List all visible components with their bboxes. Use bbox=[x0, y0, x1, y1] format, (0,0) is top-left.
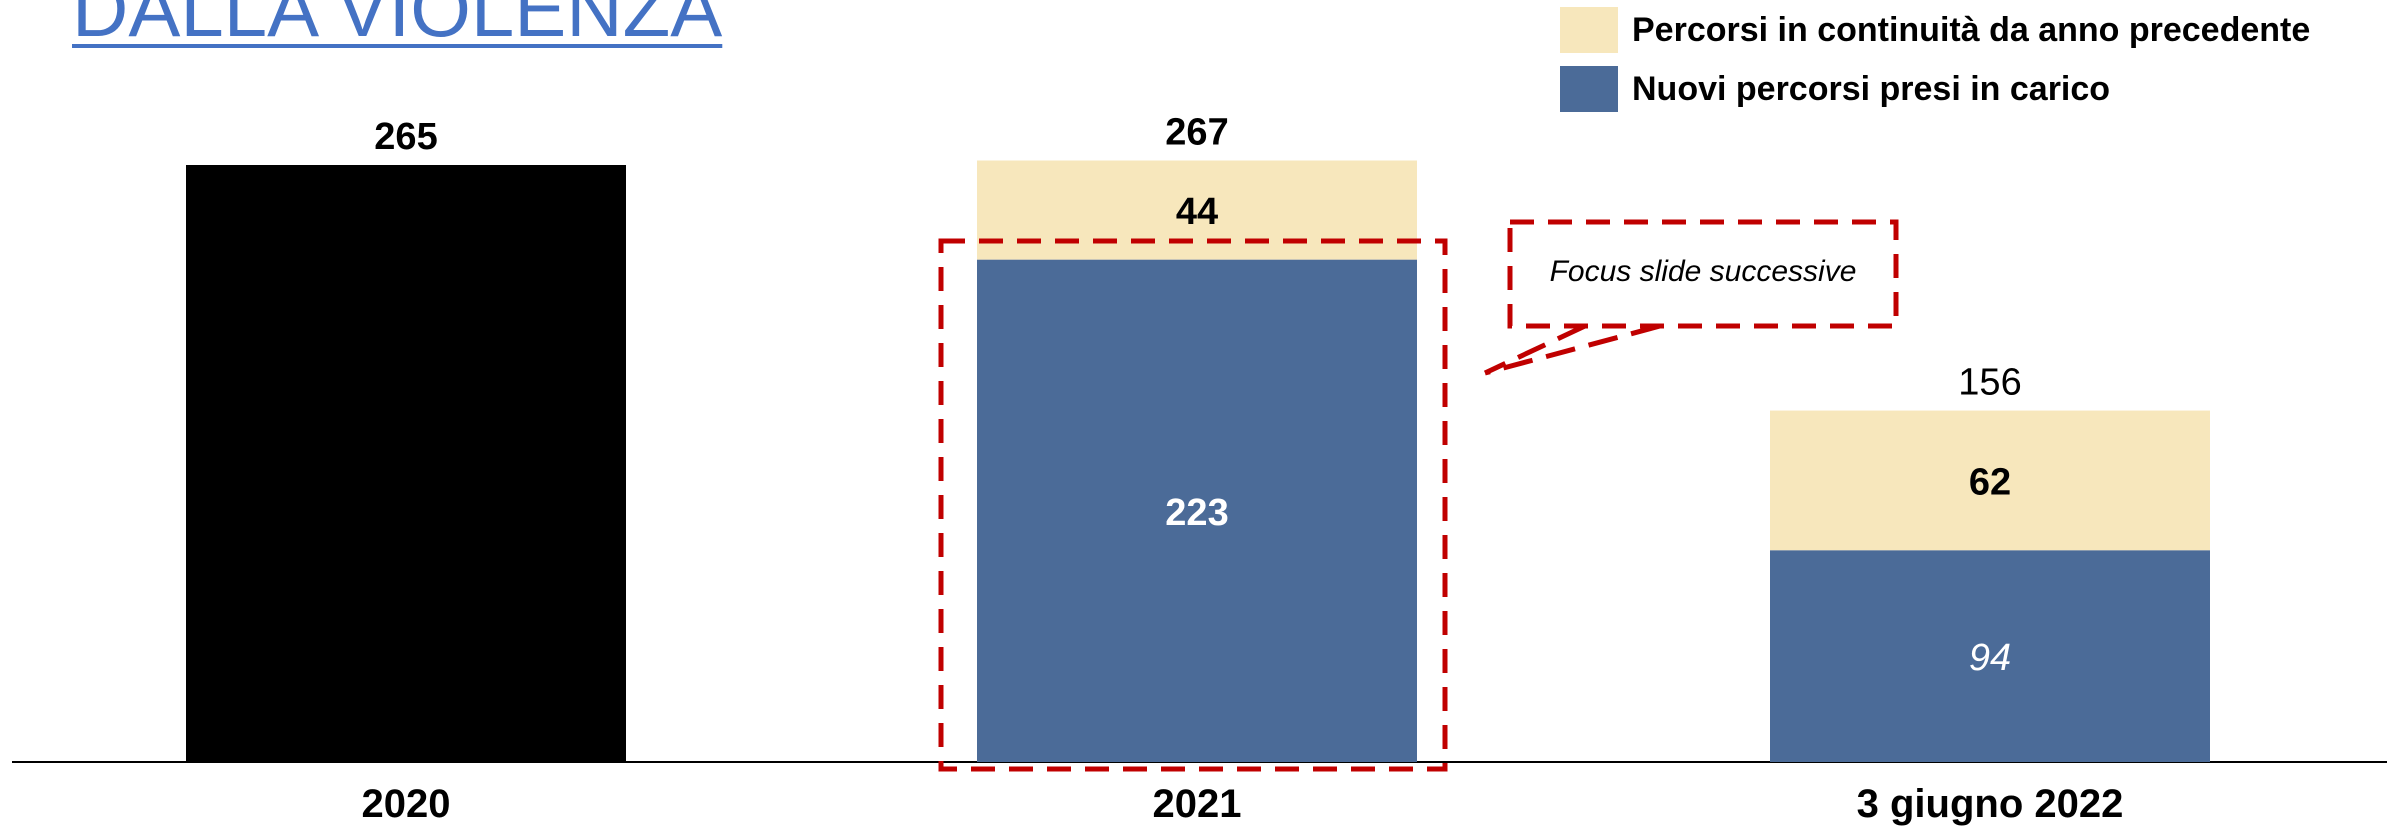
bar-0 bbox=[186, 165, 626, 762]
bar-segment-2-1 bbox=[1770, 410, 2210, 551]
total-label-2: 156 bbox=[1958, 362, 2021, 404]
legend-swatch-continuita bbox=[1560, 7, 1618, 53]
legend-item-nuovi: Nuovi percorsi presi in carico bbox=[1560, 66, 2110, 112]
segment-label-1-0: 223 bbox=[1165, 492, 1228, 534]
total-label-0: 265 bbox=[374, 116, 437, 158]
highlight-frame-2021 bbox=[938, 238, 1448, 772]
legend-label-continuita: Percorsi in continuità da anno precedent… bbox=[1632, 10, 2311, 49]
segment-label-2-1: 62 bbox=[1969, 461, 2011, 503]
legend-item-continuita: Percorsi in continuità da anno precedent… bbox=[1560, 7, 2310, 53]
category-label-1: 2021 bbox=[1153, 782, 1242, 826]
page-title: DALLA VIOLENZA bbox=[72, 0, 723, 53]
legend-label-nuovi: Nuovi percorsi presi in carico bbox=[1632, 69, 2111, 108]
legend-swatch-nuovi bbox=[1560, 66, 1618, 112]
bar-segment-1-0 bbox=[977, 259, 1417, 762]
callout-box bbox=[1507, 219, 1899, 329]
category-label-2: 3 giugno 2022 bbox=[1857, 782, 2124, 826]
segment-label-1-1: 44 bbox=[1176, 191, 1218, 233]
bar-segment-2-0 bbox=[1770, 550, 2210, 762]
callout-pointer bbox=[1483, 323, 1661, 376]
category-label-0: 2020 bbox=[362, 782, 451, 826]
segment-label-2-0: 94 bbox=[1969, 637, 2011, 679]
callout-focus: Focus slide successive bbox=[1549, 255, 1857, 288]
total-label-1: 267 bbox=[1165, 111, 1228, 153]
